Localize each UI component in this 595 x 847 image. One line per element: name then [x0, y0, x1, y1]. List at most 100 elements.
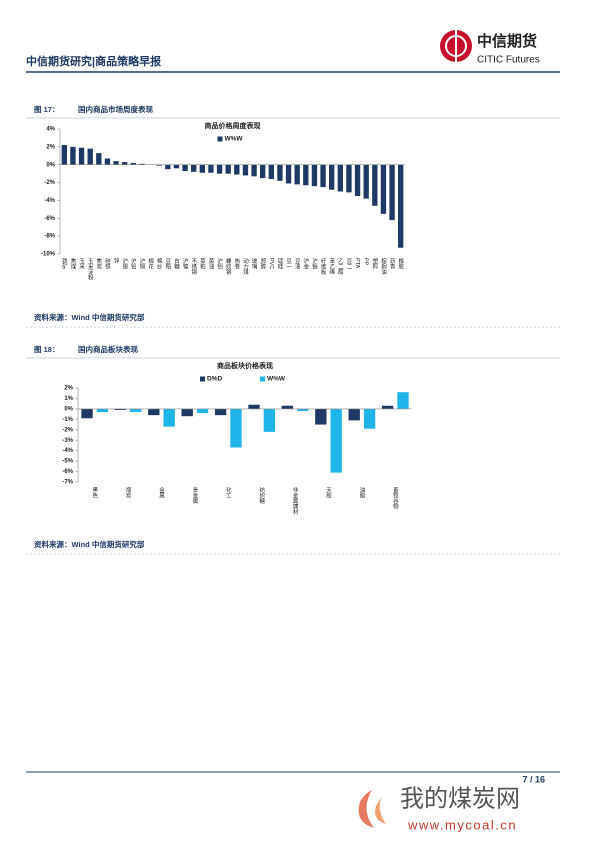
- x-tick-label: 菜油: [207, 257, 214, 271]
- bar: [329, 165, 334, 190]
- x-tick-label: 油脂: [358, 486, 365, 500]
- figure-number: 图 17：: [34, 105, 59, 114]
- x-tick-label: 棉纱: [156, 257, 163, 270]
- bar: [364, 165, 369, 199]
- y-tick-label: -10%: [41, 252, 56, 258]
- x-tick-label: 白糖: [173, 257, 180, 271]
- x-tick-label: 天胶: [325, 487, 332, 500]
- bar: [364, 409, 375, 429]
- x-tick-label: 不锈钢: [190, 258, 197, 276]
- x-tick-label: 纤维板: [320, 257, 327, 276]
- x-tick-label: 沪镍: [182, 257, 189, 271]
- logo-text-en: CITIC Futures: [477, 55, 540, 66]
- figure-caption: 国内商品市场周度表现: [78, 104, 153, 114]
- legend-swatch: [218, 137, 223, 142]
- watermark-flame: [359, 790, 374, 828]
- bar: [295, 165, 300, 185]
- logo: [440, 30, 472, 62]
- bar: [397, 392, 408, 409]
- bar: [338, 165, 343, 192]
- y-tick-label: -6%: [44, 216, 55, 222]
- bar: [105, 158, 110, 164]
- x-tick-label: 豆一: [285, 258, 292, 269]
- y-tick-label: 2%: [46, 144, 55, 150]
- x-tick-label: 沥青: [389, 257, 396, 271]
- bar: [81, 409, 92, 418]
- x-tick-label: 沪铜: [138, 257, 145, 271]
- bar: [208, 165, 213, 173]
- x-tick-label: 沪铝: [216, 257, 223, 271]
- x-tick-label: 纺织糖: [258, 486, 265, 505]
- figure-source: 资料来源：Wind 中信期货研究部: [34, 312, 145, 322]
- legend-swatch: [260, 377, 265, 382]
- logo-text-cn: 中信期货: [477, 32, 537, 50]
- x-tick-label: 苯乙烯: [328, 257, 335, 276]
- bar: [165, 165, 170, 169]
- chart-title: 商品价格周度表现: [205, 121, 261, 130]
- bar: [297, 409, 308, 411]
- x-tick-label: 塑料: [371, 257, 378, 271]
- y-tick-label: -8%: [44, 234, 55, 240]
- y-tick-label: 0%: [46, 162, 55, 168]
- bar: [243, 165, 248, 176]
- bar: [269, 165, 274, 179]
- watermark-name: 我的煤炭网: [400, 785, 520, 812]
- watermark-flame: [375, 796, 386, 824]
- x-tick-label: 畜牧谷物: [392, 486, 399, 511]
- legend-label: D%D: [207, 376, 222, 383]
- legend-label: W%W: [225, 136, 244, 143]
- x-tick-label: 金属: [158, 486, 165, 500]
- x-tick-label: 橡胶: [397, 257, 404, 271]
- x-tick-label: 热卷: [233, 257, 240, 270]
- y-tick-label: -5%: [62, 459, 73, 465]
- bar: [277, 165, 282, 181]
- watermark-url: www.mycoal.cn: [407, 817, 517, 832]
- bar: [191, 165, 196, 172]
- bar: [382, 406, 393, 409]
- header-title: 中信期货研究|商品策略早报: [26, 54, 162, 68]
- y-tick-label: -2%: [44, 180, 55, 186]
- figure-source: 资料来源：Wind 中信期货研究部: [34, 539, 145, 549]
- x-tick-label: 玻璃: [251, 257, 258, 271]
- x-tick-label: PTA: [354, 258, 360, 269]
- x-tick-label: 贵金属: [191, 486, 198, 505]
- bar: [200, 165, 205, 173]
- x-tick-label: 锰硅: [276, 257, 283, 270]
- legend-swatch: [200, 377, 205, 382]
- bar: [230, 409, 241, 448]
- bar: [248, 405, 259, 409]
- y-tick-label: -1%: [62, 417, 73, 423]
- bar: [174, 165, 179, 169]
- bar: [381, 165, 386, 214]
- x-tick-label: 棉花: [147, 257, 154, 271]
- bar: [264, 409, 275, 432]
- legend-label: W%W: [267, 376, 286, 383]
- y-tick-label: -7%: [62, 480, 73, 486]
- y-tick-label: 4%: [46, 127, 55, 133]
- bar: [164, 409, 175, 427]
- bar: [113, 161, 118, 165]
- bar: [226, 165, 231, 174]
- y-tick-label: 0%: [64, 406, 73, 412]
- x-tick-label: 沪银: [311, 257, 318, 271]
- bar: [234, 165, 239, 175]
- bar: [312, 165, 317, 186]
- x-tick-label: 沪锡: [121, 257, 128, 271]
- bar: [389, 165, 394, 220]
- bar: [70, 147, 75, 165]
- x-tick-label: 焦煤: [69, 257, 76, 271]
- x-tick-label: 铁矿: [61, 257, 68, 271]
- bar: [197, 409, 208, 413]
- x-tick-label: 锌: [113, 257, 120, 265]
- x-tick-label: 棕榈油: [380, 257, 387, 276]
- bar: [303, 165, 308, 186]
- x-tick-label: 玉米淀粉: [87, 258, 94, 282]
- chart-title: 商品板块价格表现: [217, 361, 273, 370]
- x-tick-label: 非金属建材: [292, 486, 299, 515]
- x-tick-label: 玉米: [78, 258, 85, 271]
- bar: [398, 165, 403, 248]
- x-tick-label: 硅铁: [104, 257, 111, 271]
- watermark-logo: [359, 790, 386, 828]
- bar: [62, 145, 67, 165]
